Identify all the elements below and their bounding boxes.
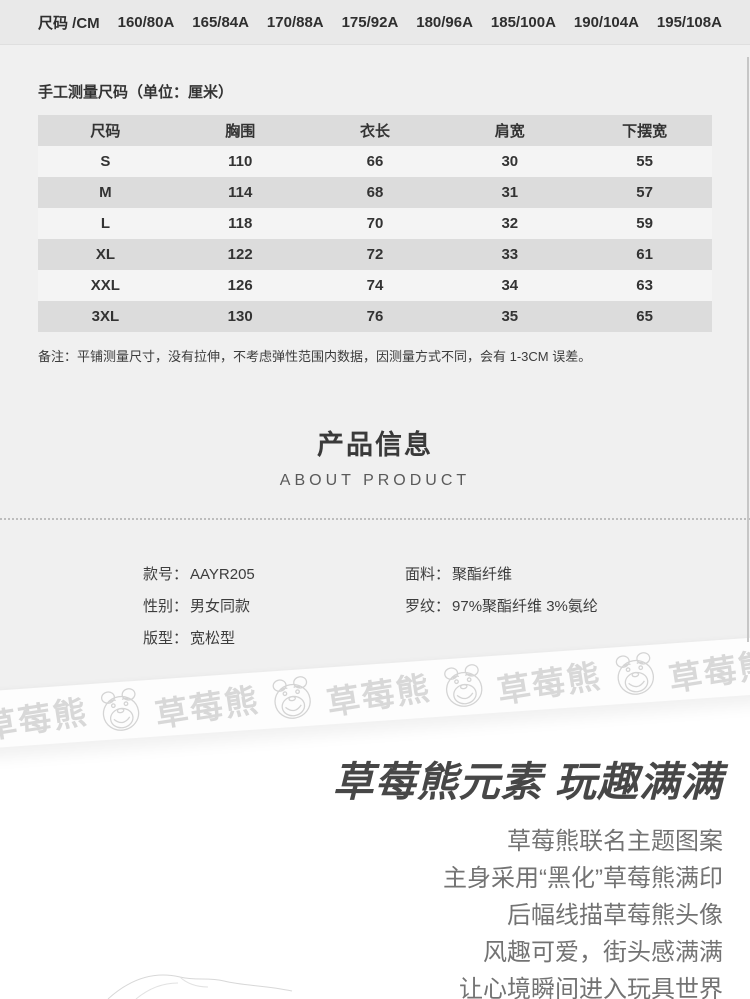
field-value: 男女同款 bbox=[190, 598, 251, 615]
cell: L bbox=[100, 215, 110, 232]
field-label: 面料： bbox=[405, 566, 451, 583]
field-value: AAYR205 bbox=[190, 566, 255, 583]
lotso-bear-face-icon bbox=[608, 647, 663, 702]
feature-copy: 草莓熊联名主题图案 主身采用“黑化”草莓熊满印 后幅线描草莓熊头像 风趣可爱，街… bbox=[443, 823, 723, 999]
cell: 66 bbox=[366, 153, 384, 170]
table-row: XXL 126 74 34 63 bbox=[38, 270, 712, 301]
cell: 3XL bbox=[91, 308, 120, 325]
ribbon-brand-text: 草莓熊 bbox=[0, 692, 91, 746]
feature-line: 后幅线描草莓熊头像 bbox=[507, 902, 723, 929]
field-label: 罗纹： bbox=[405, 598, 451, 615]
field-label: 性别： bbox=[143, 598, 189, 615]
cell: 130 bbox=[227, 308, 253, 325]
size-option: 165/84A bbox=[192, 13, 249, 31]
field-label: 款号： bbox=[143, 566, 189, 583]
cell: 70 bbox=[366, 215, 384, 232]
table-row: XL 122 72 33 61 bbox=[38, 239, 712, 270]
size-option: 160/80A bbox=[117, 13, 175, 31]
cell: 35 bbox=[501, 308, 519, 325]
lotso-bear-face-icon bbox=[436, 659, 491, 714]
col-header-size: 尺码 bbox=[90, 123, 121, 140]
table-row: L 118 70 32 59 bbox=[38, 208, 712, 239]
ribbon-brand-text: 草莓熊 bbox=[494, 656, 605, 710]
field-label: 版型： bbox=[143, 630, 189, 647]
product-fields: 款号： AAYR205 面料： 聚酯纤维 性别： 男女同款 罗纹： 97%聚酯纤维 3%… bbox=[0, 563, 750, 648]
ribbon-brand-text: 草莓熊 bbox=[666, 644, 750, 698]
lotso-bear-face-icon bbox=[94, 683, 149, 738]
size-option: 190/104A bbox=[573, 13, 639, 31]
brand-ribbon: 草莓熊 草莓熊 草莓熊 bbox=[0, 635, 750, 750]
size-option: 175/92A bbox=[341, 13, 399, 31]
cell: 32 bbox=[501, 215, 519, 232]
feature-line: 风趣可爱，街头感满满 bbox=[483, 939, 723, 966]
feature-title: 草莓熊元素 玩趣满满 bbox=[332, 759, 723, 805]
cell: 68 bbox=[366, 184, 384, 201]
field-fabric: 面料： 聚酯纤维 bbox=[405, 563, 750, 584]
field-style-number: 款号： AAYR205 bbox=[143, 563, 405, 584]
cell: 57 bbox=[636, 184, 653, 201]
cell: M bbox=[99, 184, 112, 201]
cell: 118 bbox=[228, 215, 253, 232]
measure-note: 备注：平铺测量尺寸，没有拉伸，不考虑弹性范围内数据，因测量方式不同，会有 1-3… bbox=[38, 349, 592, 364]
field-value: 聚酯纤维 bbox=[452, 566, 513, 583]
size-options-strip: 尺码 /CM 160/80A 165/84A 170/88A 175/92A 1… bbox=[0, 0, 750, 45]
cell: 65 bbox=[636, 308, 653, 325]
cell: 31 bbox=[501, 184, 519, 201]
size-option: 170/88A bbox=[266, 13, 324, 31]
col-header-chest: 胸围 bbox=[225, 123, 256, 140]
product-info-subtitle: ABOUT PRODUCT bbox=[279, 472, 471, 489]
cell: 33 bbox=[501, 246, 519, 263]
lotso-bear-face-icon bbox=[265, 671, 320, 726]
product-info-title: 产品信息 bbox=[317, 430, 433, 460]
cell: 76 bbox=[366, 308, 384, 325]
dotted-separator bbox=[0, 518, 750, 520]
cell: 72 bbox=[366, 246, 384, 263]
field-value: 宽松型 bbox=[190, 630, 236, 647]
col-header-length: 衣长 bbox=[359, 123, 390, 140]
feature-line: 主身采用“黑化”草莓熊满印 bbox=[443, 865, 723, 892]
cell: 61 bbox=[636, 246, 653, 263]
cell: XL bbox=[95, 246, 115, 263]
cell: XXL bbox=[90, 277, 120, 294]
cell: 122 bbox=[227, 246, 253, 263]
scrollbar[interactable] bbox=[747, 57, 749, 642]
cell: 126 bbox=[227, 277, 253, 294]
cell: 114 bbox=[228, 184, 253, 201]
size-option: 185/100A bbox=[490, 13, 556, 31]
measure-heading: 手工测量尺码（单位：厘米） bbox=[38, 84, 234, 101]
field-ribbing: 罗纹： 97%聚酯纤维 3%氨纶 bbox=[405, 595, 750, 616]
spec-section: 尺码 /CM 160/80A 165/84A 170/88A 175/92A 1… bbox=[0, 0, 750, 692]
field-fit: 版型： 宽松型 bbox=[143, 627, 405, 648]
size-option: 180/96A bbox=[416, 13, 473, 31]
cell: S bbox=[100, 153, 111, 170]
cell: 74 bbox=[366, 277, 384, 294]
cell: 30 bbox=[501, 153, 519, 170]
table-row: M 114 68 31 57 bbox=[38, 177, 712, 208]
cell: 110 bbox=[228, 153, 253, 170]
cell: 63 bbox=[636, 277, 653, 294]
ribbon-brand-text: 草莓熊 bbox=[323, 668, 434, 722]
feature-line: 草莓熊联名主题图案 bbox=[507, 828, 723, 855]
field-gender: 性别： 男女同款 bbox=[143, 595, 405, 616]
table-row: S 110 66 30 55 bbox=[38, 146, 712, 177]
col-header-hem: 下摆宽 bbox=[622, 123, 668, 140]
table-row: 3XL 130 76 35 65 bbox=[38, 301, 712, 332]
ribbon-brand-text: 草莓熊 bbox=[152, 680, 262, 734]
size-strip-label: 尺码 /CM bbox=[38, 14, 100, 32]
feature-line: 让心境瞬间进入玩具世界 bbox=[459, 976, 723, 999]
cell: 59 bbox=[636, 215, 653, 232]
size-table: 尺码 胸围 衣长 肩宽 下摆宽 S 110 66 30 55 M 114 bbox=[38, 115, 712, 332]
col-header-shoulder: 肩宽 bbox=[494, 123, 525, 140]
cell: 55 bbox=[636, 153, 653, 170]
field-value: 97%聚酯纤维 3%氨纶 bbox=[452, 598, 598, 615]
size-table-header-row: 尺码 胸围 衣长 肩宽 下摆宽 bbox=[38, 115, 712, 146]
size-option: 195/108A bbox=[656, 13, 722, 31]
cell: 34 bbox=[501, 277, 519, 294]
garment-sketch bbox=[107, 974, 293, 999]
